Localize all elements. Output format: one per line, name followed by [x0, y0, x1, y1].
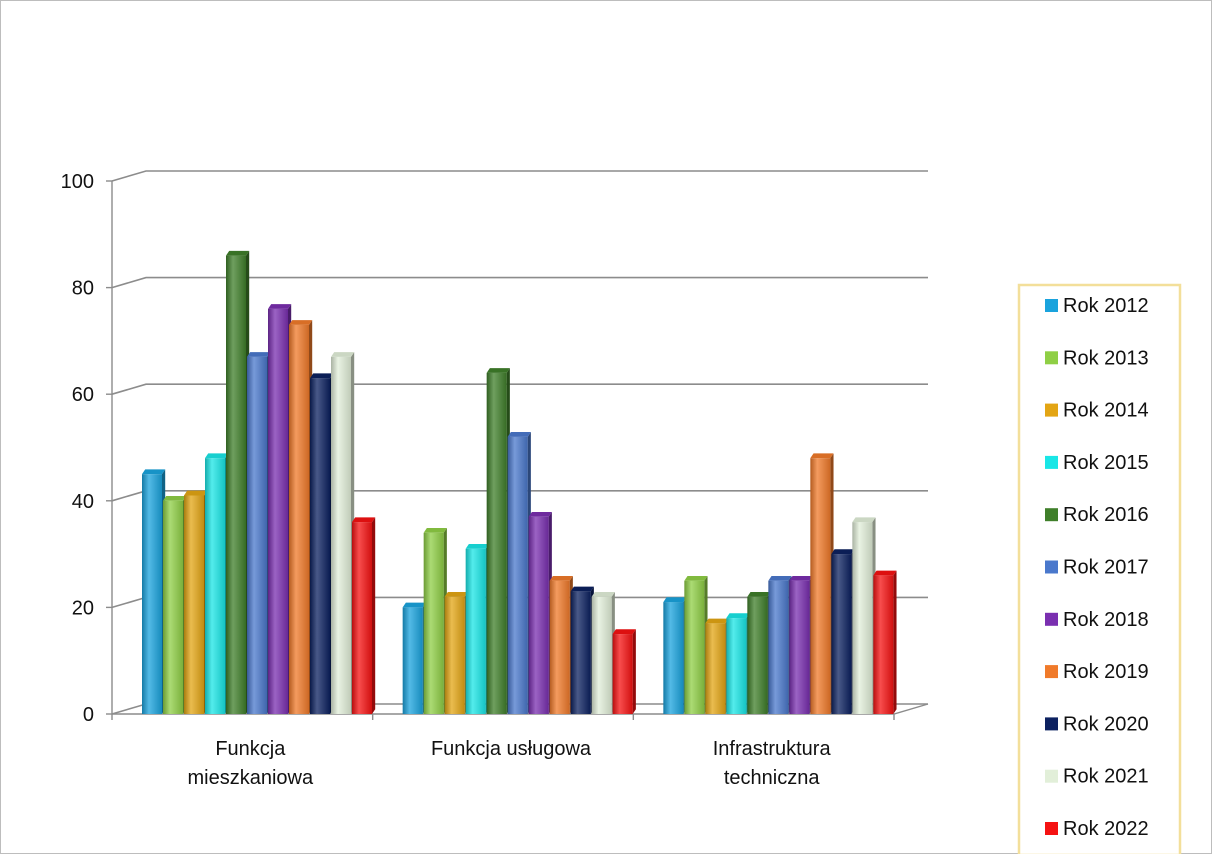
bar	[726, 613, 750, 714]
legend-label: Rok 2012	[1063, 295, 1149, 317]
bar	[507, 432, 531, 714]
axes: 0 20 40 60 80 100	[61, 171, 929, 726]
legend-item: Rok 2014	[1045, 400, 1149, 422]
bar	[528, 511, 552, 714]
bar	[612, 629, 636, 714]
bar	[268, 304, 292, 714]
gridline	[111, 170, 928, 182]
legend-label: Rok 2022	[1063, 818, 1149, 840]
bar	[184, 490, 208, 714]
legend-swatch	[1045, 508, 1058, 522]
bar	[768, 575, 792, 714]
legend-swatch	[1045, 769, 1058, 783]
bar	[205, 453, 229, 714]
bar	[465, 543, 489, 714]
legend-label: Rok 2019	[1063, 661, 1149, 683]
bar	[247, 352, 271, 714]
legend-item: Rok 2020	[1045, 713, 1149, 735]
legend-item: Rok 2018	[1045, 609, 1149, 631]
category-label: Funkcja usługowa	[431, 738, 592, 760]
legend-item: Rok 2019	[1045, 661, 1149, 683]
bar	[352, 517, 376, 714]
y-tick-label: 100	[61, 171, 94, 193]
category-label: Funkcja mieszkaniowa	[188, 738, 314, 789]
legend-swatch	[1045, 299, 1058, 312]
legend-label: Rok 2021	[1063, 766, 1149, 788]
bar	[810, 453, 834, 714]
bar	[486, 368, 510, 714]
legend-label: Rok 2020	[1063, 713, 1149, 735]
bar	[873, 570, 897, 714]
bar	[747, 591, 771, 714]
legend-label: Rok 2014	[1063, 400, 1149, 422]
bar	[831, 549, 855, 714]
bar	[444, 591, 468, 714]
legend-swatch	[1045, 612, 1058, 626]
bar	[142, 469, 166, 714]
legend-label: Rok 2013	[1063, 347, 1149, 369]
legend-swatch	[1045, 455, 1058, 469]
category-labels: Funkcja mieszkaniowa Funkcja usługowa Infra…	[188, 738, 832, 789]
legend-swatch	[1045, 560, 1058, 574]
bar	[549, 575, 573, 714]
bar	[705, 618, 729, 714]
y-tick-label: 0	[83, 704, 94, 726]
category-label: Infrastruktura techniczna	[713, 738, 832, 789]
bar	[289, 320, 313, 714]
bar	[591, 591, 615, 714]
legend-item: Rok 2016	[1045, 504, 1149, 526]
bar	[402, 602, 426, 714]
legend-label: Rok 2017	[1063, 557, 1149, 579]
legend-item: Rok 2022	[1045, 818, 1149, 840]
bar	[423, 527, 447, 714]
legend-swatch	[1045, 822, 1058, 835]
legend-swatch	[1045, 403, 1058, 417]
legend-item: Rok 2021	[1045, 766, 1149, 788]
bar	[331, 352, 355, 714]
bars	[142, 250, 897, 714]
bar	[684, 575, 708, 714]
legend-label: Rok 2016	[1063, 504, 1149, 526]
y-tick-label: 40	[72, 491, 94, 513]
bar	[226, 250, 250, 714]
bar	[570, 586, 594, 714]
legend-swatch	[1045, 665, 1058, 679]
legend-swatch	[1045, 351, 1058, 365]
bar	[310, 373, 334, 714]
legend-item: Rok 2017	[1045, 557, 1149, 579]
legend-item: Rok 2015	[1045, 452, 1149, 474]
bar	[789, 575, 813, 714]
y-tick-label: 60	[72, 384, 94, 406]
bar	[852, 517, 876, 714]
bar	[663, 597, 687, 714]
legend: Rok 2012 Rok 2013 Rok 2014 Rok 2015 Rok 2016…	[1017, 283, 1182, 854]
gridline	[111, 383, 928, 395]
y-tick-label: 20	[72, 597, 94, 619]
legend-label: Rok 2018	[1063, 609, 1149, 631]
bar	[163, 496, 187, 714]
legend-label: Rok 2015	[1063, 452, 1149, 474]
legend-item: Rok 2012	[1045, 295, 1149, 317]
legend-swatch	[1045, 717, 1058, 731]
gridline	[111, 276, 928, 289]
y-tick-label: 80	[72, 278, 94, 300]
legend-item: Rok 2013	[1045, 347, 1149, 369]
